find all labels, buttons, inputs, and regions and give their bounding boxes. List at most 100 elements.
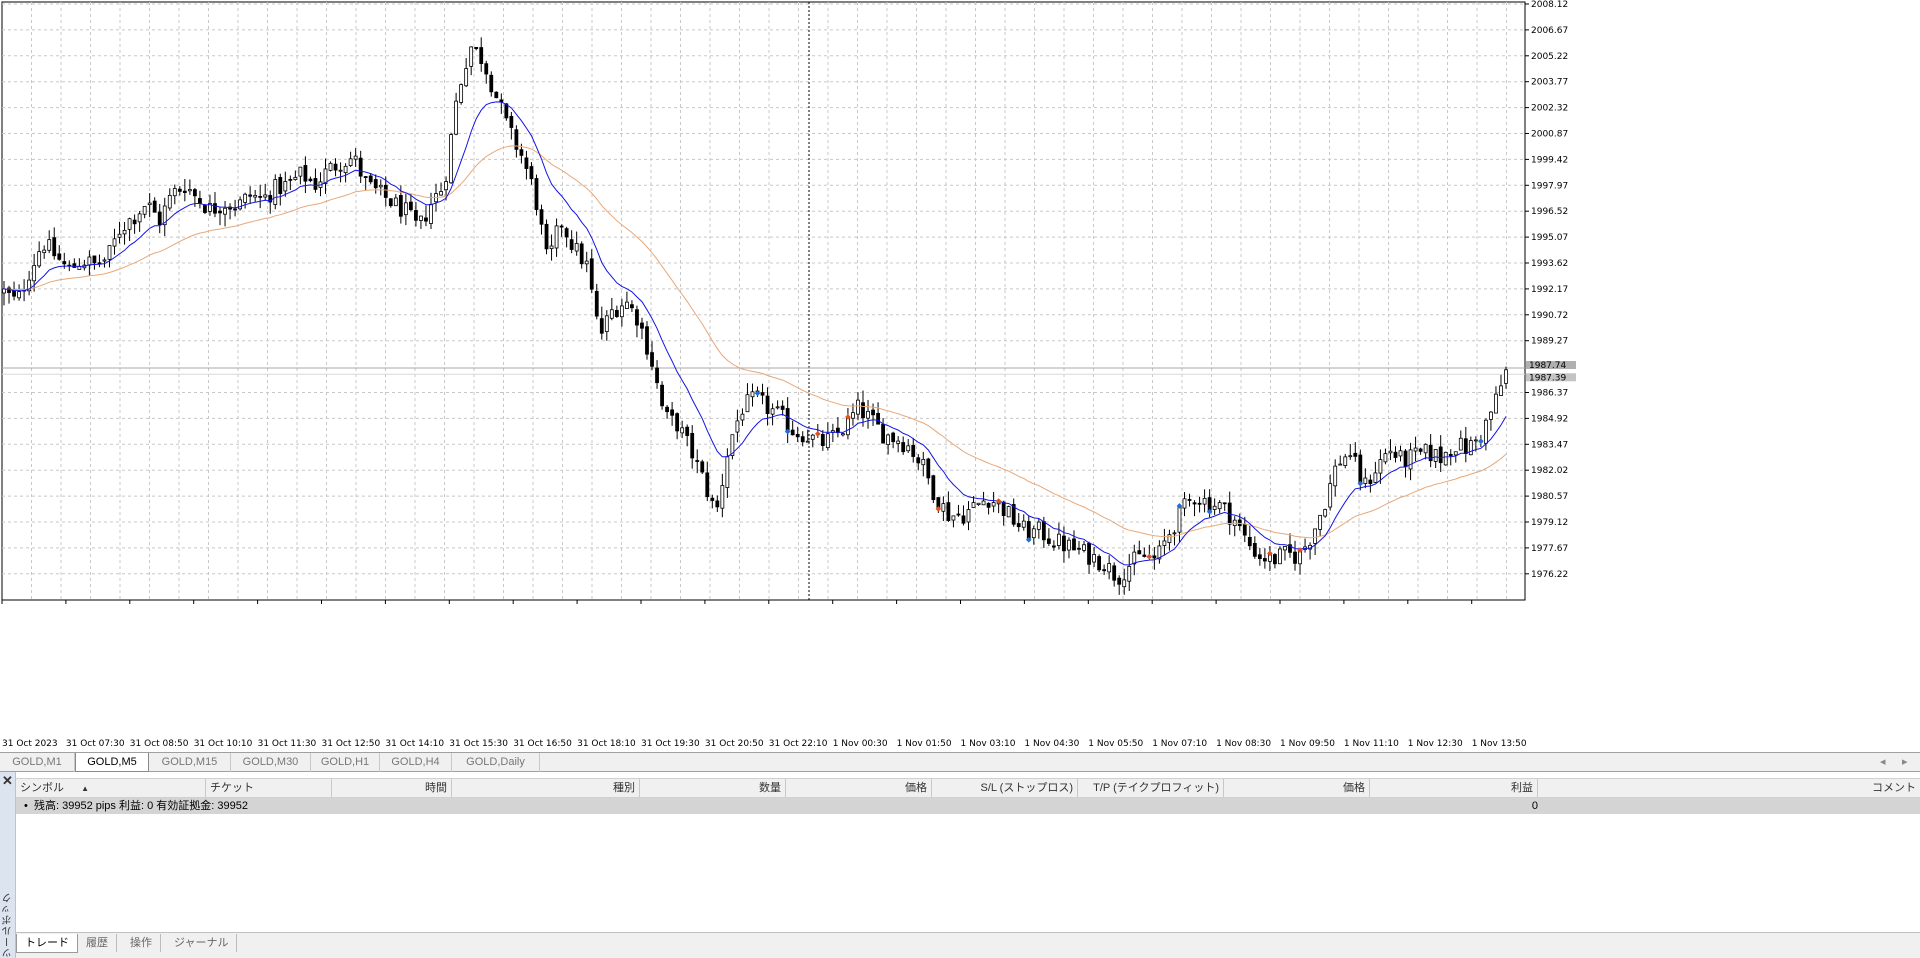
bullish-candle: [1021, 520, 1026, 528]
bearish-candle: [599, 318, 604, 334]
bearish-candle: [62, 261, 67, 265]
bearish-candle: [660, 384, 664, 407]
bearish-candle: [891, 432, 896, 443]
column-header-profit[interactable]: 利益: [1370, 779, 1538, 797]
bullish-candle: [1388, 450, 1393, 454]
sort-ascending-icon: ▲: [81, 784, 89, 793]
bearish-candle: [559, 225, 564, 228]
tab-history[interactable]: 履歴: [78, 934, 117, 952]
bullish-candle: [906, 445, 911, 452]
bullish-candle: [1348, 455, 1353, 458]
column-header-time[interactable]: 時間: [332, 779, 452, 797]
bearish-candle: [705, 472, 710, 498]
chart-tab-gold-m1[interactable]: GOLD,M1: [0, 753, 75, 772]
sell-arrow-marker: [1146, 553, 1153, 560]
close-icon[interactable]: ✕: [2, 773, 13, 788]
x-axis-tick-label: 1 Nov 09:50: [1280, 739, 1335, 749]
x-axis-tick-label: 1 Nov 05:50: [1088, 739, 1143, 749]
bullish-candle: [102, 259, 107, 262]
tab-trade[interactable]: トレード: [16, 934, 78, 953]
tab-scroll-left-icon[interactable]: ◂: [1880, 756, 1886, 768]
bearish-candle: [1247, 536, 1252, 547]
bearish-candle: [780, 405, 785, 410]
chart-tab-gold-m15[interactable]: GOLD,M15: [149, 753, 231, 772]
bearish-candle: [92, 255, 97, 264]
bearish-candle: [479, 47, 484, 64]
bullish-candle: [1132, 551, 1137, 565]
chart-tab-gold-h1[interactable]: GOLD,H1: [311, 753, 380, 772]
column-header-volume[interactable]: 数量: [640, 779, 786, 797]
column-header-symbol[interactable]: シンボル ▲: [16, 779, 206, 797]
bid-price-label: 1987.74: [1529, 361, 1566, 371]
bullish-candle: [1177, 505, 1182, 533]
bullish-candle: [208, 203, 212, 212]
chart-tab-gold-m5[interactable]: GOLD,M5: [75, 753, 149, 772]
bearish-candle: [519, 149, 524, 156]
y-axis-tick-label: 1997.97: [1531, 181, 1568, 191]
column-header-comment[interactable]: コメント: [1872, 782, 1916, 794]
bearish-candle: [258, 195, 263, 198]
bearish-candle: [198, 198, 202, 204]
ask-price-label: 1987.39: [1529, 373, 1566, 383]
chart-tab-gold-daily[interactable]: GOLD,Daily: [452, 753, 540, 772]
column-header-take-profit[interactable]: T/P (テイクプロフィット): [1078, 779, 1224, 797]
bullish-candle: [1413, 447, 1418, 452]
bearish-candle: [795, 433, 800, 438]
bearish-candle: [539, 209, 544, 225]
bullish-candle: [393, 197, 398, 207]
chart-tab-gold-h4[interactable]: GOLD,H4: [380, 753, 452, 772]
balance-summary-row[interactable]: • 残高: 39952 pips 利益: 0 有効証拠金: 39952 0: [16, 798, 1920, 814]
x-axis-tick-label: 31 Oct 19:30: [641, 739, 700, 749]
bullish-candle: [1172, 532, 1177, 535]
bearish-candle: [489, 74, 494, 93]
column-header-ticket[interactable]: チケット: [206, 779, 332, 797]
y-axis-tick-label: 2006.67: [1531, 26, 1568, 36]
bullish-candle: [1283, 546, 1287, 551]
bullish-candle: [1057, 533, 1061, 546]
column-header-type[interactable]: 種別: [452, 779, 640, 797]
x-axis-tick-label: 1 Nov 04:30: [1024, 739, 1079, 749]
bullish-candle: [1458, 437, 1463, 451]
column-header-open-price[interactable]: 価格: [786, 779, 932, 797]
bearish-candle: [700, 461, 705, 473]
bearish-candle: [233, 208, 237, 211]
y-axis-tick-label: 1990.72: [1531, 311, 1568, 321]
bullish-candle: [1162, 540, 1167, 546]
chart-tab-gold-m30[interactable]: GOLD,M30: [231, 753, 311, 772]
bearish-candle: [820, 434, 825, 446]
bullish-candle: [464, 68, 469, 87]
bullish-candle: [966, 509, 971, 523]
price-chart[interactable]: 2008.12 2006.67 2005.22 2003.77 2002.32 2000.…: [0, 0, 1920, 752]
tab-operations[interactable]: 操作: [122, 934, 161, 952]
tab-journal[interactable]: ジャーナル: [166, 934, 238, 952]
balance-profit-value: 0: [1531, 800, 1538, 812]
bearish-candle: [1288, 544, 1292, 553]
bearish-candle: [961, 515, 966, 524]
bearish-candle: [760, 392, 765, 396]
bearish-candle: [177, 188, 182, 192]
bullish-candle: [253, 194, 258, 198]
bearish-candle: [640, 322, 644, 329]
bearish-candle: [474, 46, 479, 50]
bullish-candle: [1036, 521, 1041, 530]
bullish-candle: [469, 46, 474, 67]
tab-scroll-right-icon[interactable]: ▸: [1902, 756, 1908, 768]
bullish-candle: [1343, 456, 1348, 466]
x-axis-tick-label: 31 Oct 15:30: [449, 739, 508, 749]
bullish-candle: [841, 433, 845, 436]
bullish-candle: [866, 410, 870, 419]
bullish-candle: [1006, 506, 1011, 518]
column-header-stop-loss[interactable]: S/L (ストップロス): [932, 779, 1078, 797]
bullish-candle: [223, 207, 227, 215]
bullish-candle: [981, 500, 986, 506]
bearish-candle: [1016, 523, 1021, 528]
chart-window[interactable]: 2008.12 2006.67 2005.22 2003.77 2002.32 2000.…: [0, 0, 1920, 752]
column-header-current-price[interactable]: 価格: [1224, 779, 1370, 797]
bullish-candle: [162, 205, 167, 226]
bearish-candle: [931, 475, 936, 500]
bullish-candle: [725, 456, 730, 488]
bullish-candle: [720, 485, 725, 509]
bearish-candle: [655, 367, 659, 384]
bearish-candle: [1428, 444, 1433, 462]
bearish-candle: [670, 409, 675, 416]
